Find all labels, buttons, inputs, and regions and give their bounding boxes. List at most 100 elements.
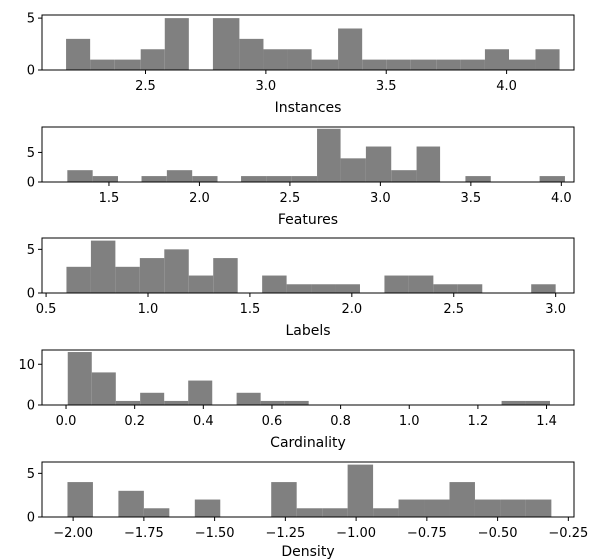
x-tick-label: 1.0 (138, 302, 159, 317)
histogram-bar (263, 49, 287, 70)
histogram-bar (437, 60, 461, 70)
x-tick-label: 3.0 (256, 79, 277, 94)
histogram-bar (410, 60, 436, 70)
histogram-bar (142, 176, 167, 182)
histogram-bar (213, 18, 239, 70)
histogram-bar (526, 401, 550, 405)
histogram-bar (195, 500, 220, 517)
histogram-bar (341, 158, 366, 182)
histogram-bar (458, 284, 482, 293)
x-tick-label: 4.0 (496, 79, 517, 94)
x-tick-label: 3.0 (545, 302, 566, 317)
x-tick-label: 1.5 (99, 191, 120, 206)
histogram-bar (449, 482, 474, 517)
x-tick-label: 2.0 (341, 302, 362, 317)
histogram-bar (531, 284, 555, 293)
y-tick-label: 5 (27, 243, 35, 258)
histogram-bar (475, 500, 500, 517)
x-tick-label: 4.0 (551, 191, 572, 206)
histogram-bar (312, 60, 338, 70)
y-tick-label: 0 (27, 176, 35, 191)
histogram-bar (67, 170, 92, 182)
x-tick-label: 2.5 (135, 79, 156, 94)
histogram-bar (311, 284, 335, 293)
y-tick-label: 5 (27, 146, 35, 161)
histogram-bar (366, 147, 391, 182)
x-tick-label: −1.75 (124, 526, 164, 541)
x-tick-label: 0.6 (262, 414, 283, 429)
histogram-bar (266, 176, 291, 182)
x-axis-label: Cardinality (270, 435, 346, 451)
x-tick-label: 3.5 (461, 191, 482, 206)
histogram-panel-density: −2.00 −1.75 −1.50 −1.25 −1.00 −0.75 −0.50 −0.25… (27, 462, 589, 560)
y-tick-label: 5 (27, 467, 35, 482)
x-axis-label: Instances (275, 100, 342, 116)
y-tick-label: 0 (27, 64, 35, 79)
y-tick-label: 0 (27, 399, 35, 414)
histogram-bar (502, 401, 526, 405)
x-axis-label: Features (278, 212, 338, 228)
histogram-bar (433, 284, 457, 293)
histogram-bar (192, 176, 217, 182)
y-tick-label: 0 (27, 287, 35, 302)
x-tick-label: 3.0 (370, 191, 391, 206)
histogram-bar (384, 276, 408, 293)
x-tick-label: 1.2 (468, 414, 489, 429)
x-tick-label: 2.5 (280, 191, 301, 206)
histogram-bar (336, 284, 360, 293)
histogram-bar (292, 176, 317, 182)
histogram-bar (485, 49, 509, 70)
histogram-bar (338, 28, 362, 70)
y-tick-label: 0 (27, 511, 35, 526)
histogram-bar (288, 49, 312, 70)
histogram-bar (213, 258, 237, 293)
histogram-bar (287, 284, 311, 293)
x-axis-label: Density (281, 544, 334, 560)
histogram-bar (115, 267, 139, 293)
histogram-bar (461, 60, 485, 70)
histogram-bar (68, 352, 92, 405)
histogram-bar (66, 39, 90, 70)
x-tick-label: −0.75 (407, 526, 447, 541)
histogram-bar (465, 176, 490, 182)
histogram-bar (262, 276, 286, 293)
histogram-bar (165, 18, 189, 70)
histogram-bar (409, 276, 433, 293)
histogram-bar (526, 500, 551, 517)
x-tick-label: 0.4 (193, 414, 214, 429)
histogram-bar (164, 401, 188, 405)
histogram-bar (540, 176, 565, 182)
histogram-bar (116, 401, 140, 405)
histogram-bar (509, 60, 535, 70)
x-tick-label: −1.00 (336, 526, 376, 541)
histogram-bar (239, 39, 263, 70)
x-tick-label: 2.5 (443, 302, 464, 317)
histogram-bar (348, 465, 373, 517)
histogram-bar (67, 482, 92, 517)
histogram-panel-labels: 0.5 1.0 1.5 2.0 2.5 3.005Labels (27, 238, 574, 339)
axes-frame (42, 350, 574, 405)
histogram-bar (140, 393, 164, 405)
x-tick-label: −1.25 (265, 526, 305, 541)
histogram-bar (188, 381, 212, 405)
histogram-bar (285, 401, 309, 405)
histogram-bar (317, 129, 341, 182)
x-tick-label: 1.0 (399, 414, 420, 429)
x-tick-label: 0.2 (124, 414, 145, 429)
x-tick-label: 0.5 (36, 302, 57, 317)
histogram-bar (164, 249, 188, 293)
x-tick-label: 0.0 (56, 414, 77, 429)
histogram-bar (92, 372, 116, 405)
histogram-bar (500, 500, 525, 517)
axes-frame (42, 127, 574, 182)
x-tick-label: −0.25 (548, 526, 588, 541)
histogram-panel-features: 1.5 2.0 2.5 3.0 3.5 4.0 0 5 Features (27, 127, 574, 228)
histogram-bar (167, 170, 192, 182)
histogram-bar (93, 176, 118, 182)
x-tick-label: −0.50 (478, 526, 518, 541)
histogram-bar (373, 508, 398, 517)
histogram-bar (241, 176, 266, 182)
histogram-bar (141, 49, 165, 70)
histogram-bar (140, 258, 164, 293)
